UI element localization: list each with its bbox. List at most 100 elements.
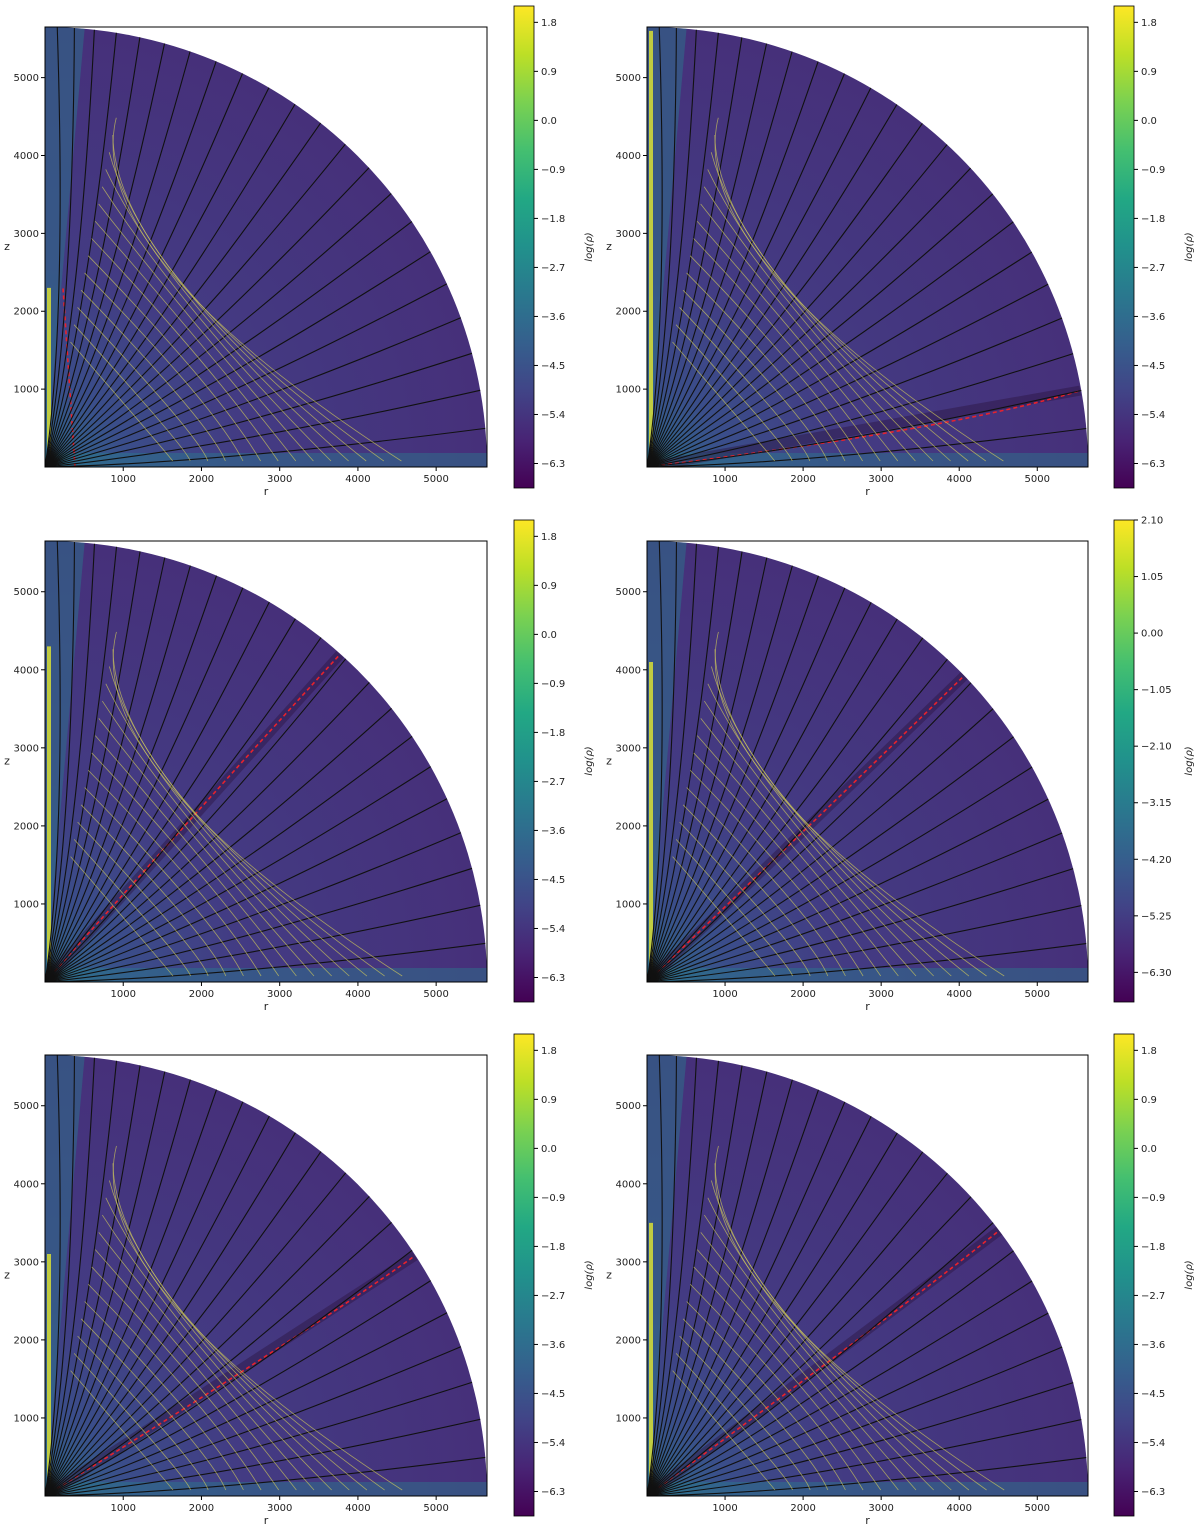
colorbar [513,519,535,1003]
colorbar-tick-label: 0.9 [541,67,557,78]
field-line [45,216,419,467]
field-line [45,676,376,982]
field-line [647,594,876,982]
sonic-surface [45,1255,416,1496]
y-tick-label: 4000 [616,665,641,676]
contour-line [693,1266,882,1491]
y-tick-label: 3000 [14,1257,39,1268]
field-line [45,903,487,982]
contour-line [693,752,882,977]
shock-front [647,385,1082,467]
colorbar [1113,1033,1135,1517]
field-line [647,350,1081,467]
colorbar-tick-label: −6.3 [541,1487,565,1498]
field-line [45,630,327,982]
y-tick-label: 3000 [616,229,641,240]
field-line [647,579,849,982]
field-line [45,1062,168,1496]
field-line [647,541,698,982]
background-density [45,541,487,982]
contour-line [686,787,846,977]
field-line [45,556,194,982]
x-tick-label: 1000 [712,989,737,1000]
density-field [45,27,487,467]
y-tick-label: 4000 [14,1179,39,1190]
field-line [647,1343,1071,1496]
contour-line [675,1353,793,1491]
field-line [647,1125,903,1496]
contour-line [112,649,385,977]
colorbar-tick-label: −3.6 [541,826,565,837]
contour-line [714,1145,1005,1491]
field-line [647,731,1021,982]
x-tick-label: 4000 [946,1503,971,1514]
x-tick-label: 3000 [868,474,893,485]
contour-line [84,272,244,462]
contour-line [686,272,846,462]
colorbar-tick-label: −1.8 [1141,1242,1165,1253]
x-tick-label: 5000 [1025,474,1050,485]
colorbar-label: log(ρ) [1184,746,1195,775]
colorbar-tick-label: −1.8 [541,214,565,225]
colorbar-tick-label: −2.7 [1141,263,1165,274]
colorbar-tick-label: −5.25 [1141,911,1172,922]
field-line [45,1125,301,1496]
y-axis-label: z [4,240,10,253]
contour-line [80,1318,227,1491]
field-line [647,676,978,982]
field-line [647,1379,1082,1496]
jet-axis-region [45,541,85,982]
contour-line [98,1232,315,1491]
chart-panel-5: 1000 2000 3000 4000 5000 1000 2000 3000 4000 5000… [4,1033,595,1527]
colorbar-tick-label: 1.8 [1141,18,1157,29]
disk-region [45,453,487,467]
field-line [647,247,1039,467]
x-tick-label: 1000 [111,989,136,1000]
x-tick-label: 2000 [790,1503,815,1514]
field-line [647,1055,663,1496]
colorbar-tick-label: 1.8 [541,532,557,543]
y-axis-label: z [606,755,612,768]
contour-line [672,856,776,977]
contour-line [700,203,916,462]
field-line [45,761,438,982]
y-tick-label: 3000 [616,1257,641,1268]
contour-line [87,255,261,462]
sonic-surface [647,389,1081,467]
colorbar-tick-label: −2.7 [541,263,565,274]
background-density [647,1055,1088,1496]
field-line [45,1417,487,1496]
field-line [45,829,469,982]
y-axis-label: z [606,1269,612,1282]
field-line [45,1165,352,1496]
y-tick-label: 5000 [616,1101,641,1112]
colorbar-label: log(ρ) [584,1260,595,1289]
x-tick-label: 4000 [345,474,370,485]
x-axis-label: r [865,485,870,498]
field-line [45,1455,487,1496]
contour-line [714,649,987,977]
colorbar [1113,5,1135,489]
field-line [45,161,375,467]
contour-line [672,1370,776,1491]
colorbar-tick-label: 0.9 [541,581,557,592]
colorbar-tick-label: 1.8 [1141,1046,1157,1057]
contour-line [682,1318,829,1491]
colorbar-tick-label: 0.9 [541,1095,557,1106]
contour-line [112,134,385,462]
colorbar-tick-label: 0.0 [541,630,557,641]
colorbar-tick-label: −2.7 [1141,1291,1165,1302]
contour-line [70,341,173,462]
contour-line [703,700,934,977]
contour-line [675,839,793,977]
field-line [45,28,142,467]
field-line [45,542,142,982]
contour-line [98,718,315,977]
field-line [647,541,678,982]
y-tick-label: 5000 [616,73,641,84]
background-density [45,1055,487,1496]
y-axis-label: z [606,240,612,253]
field-line [647,216,1021,467]
axes-frame [646,540,1089,983]
axes-frame [44,540,488,983]
